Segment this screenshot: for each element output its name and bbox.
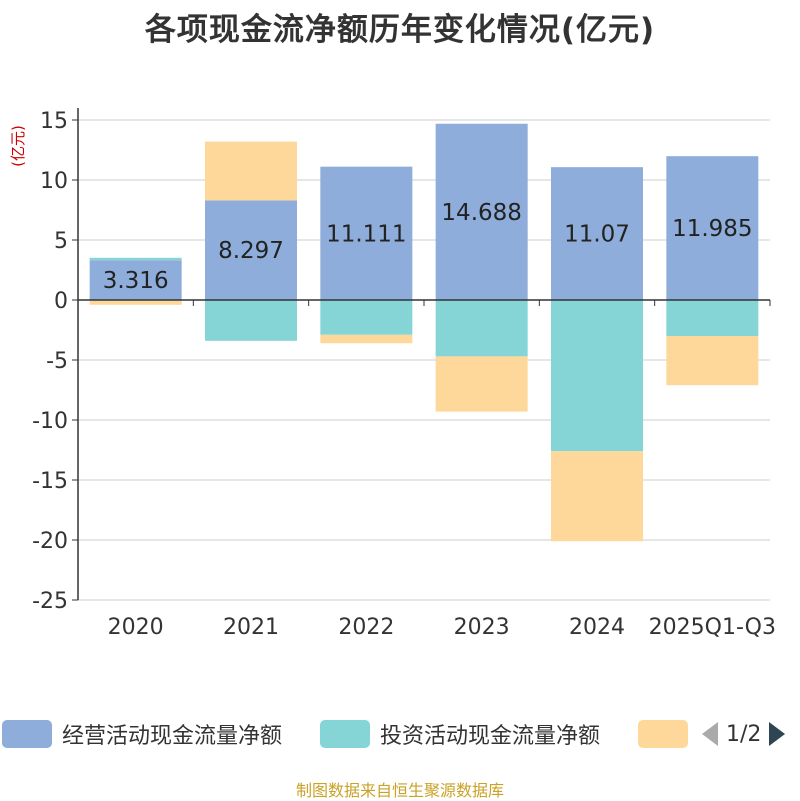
chart-title: 各项现金流净额历年变化情况(亿元)	[144, 12, 656, 48]
bar-2022-series-0[interactable]	[320, 166, 413, 300]
pager-page-indicator: 1/2	[726, 721, 762, 747]
bar-2023-series-1[interactable]	[435, 300, 528, 357]
x-tick-label: 2021	[223, 615, 279, 640]
y-tick-label: 10	[40, 169, 68, 194]
legend-swatch-investing	[320, 720, 370, 748]
data-label-2025Q1-Q3: 11.985	[672, 216, 752, 242]
x-tick-label: 2022	[338, 615, 394, 640]
bar-2022-series-1[interactable]	[320, 300, 413, 335]
bar-2020-series-1[interactable]	[89, 257, 182, 261]
y-tick-label: -25	[32, 589, 68, 614]
data-label-2023: 14.688	[441, 200, 521, 226]
legend-item-financing[interactable]	[638, 712, 698, 756]
axes: 15 10 5 0 -5 -10 -15 -20 -25 2020 2021 2022 2023 2024…	[32, 108, 776, 640]
bar-2023-series-2[interactable]	[435, 356, 528, 412]
bar-2024-series-0[interactable]	[551, 167, 643, 300]
bar-2020-series-2[interactable]	[89, 300, 182, 305]
legend-swatch-operating	[2, 720, 52, 748]
y-tick-label: 0	[54, 289, 68, 314]
grid-lines	[78, 119, 770, 601]
data-label-2022: 11.111	[326, 221, 406, 247]
legend-label-operating: 经营活动现金流量净额	[62, 724, 283, 749]
chart-area: 15 10 5 0 -5 -10 -15 -20 -25 2020 2021 2022 2023 2024…	[9, 108, 776, 640]
legend-swatch-financing	[638, 720, 688, 748]
data-label-2024: 11.07	[564, 222, 630, 248]
pager-next-icon[interactable]	[767, 720, 787, 748]
bar-2021-series-2[interactable]	[205, 141, 297, 201]
legend-item-investing[interactable]: 投资活动现金流量净额	[320, 712, 600, 756]
bar-2025Q1-Q3-series-2[interactable]	[666, 336, 759, 386]
bar-2020-series-0[interactable]	[89, 260, 182, 300]
pager-prev-icon[interactable]	[700, 720, 720, 748]
x-tick-label: 2024	[569, 615, 625, 640]
x-tick-label: 2025Q1-Q3	[649, 615, 776, 640]
bar-2021-series-0[interactable]	[205, 200, 297, 300]
y-tick-label: -15	[32, 469, 68, 494]
y-axis-label: (亿元)	[9, 125, 27, 167]
bar-2025Q1-Q3-series-1[interactable]	[666, 300, 759, 336]
y-tick-label: -5	[46, 349, 68, 374]
data-label-2021: 8.297	[218, 238, 284, 264]
source-note: 制图数据来自恒生聚源数据库	[295, 781, 504, 800]
bar-2022-series-2[interactable]	[320, 334, 413, 344]
bar-2024-series-2[interactable]	[551, 451, 643, 542]
x-tick-label: 2023	[454, 615, 510, 640]
data-label-2020: 3.316	[103, 268, 169, 294]
y-tick-label: -10	[32, 409, 68, 434]
bars	[89, 123, 759, 542]
legend: 经营活动现金流量净额 投资活动现金流量净额 1/2	[0, 712, 800, 756]
bar-2025Q1-Q3-series-0[interactable]	[666, 156, 759, 300]
y-tick-label: 5	[54, 229, 68, 254]
legend-label-investing: 投资活动现金流量净额	[380, 724, 601, 749]
legend-item-operating[interactable]: 经营活动现金流量净额	[2, 712, 282, 756]
bar-2024-series-1[interactable]	[551, 300, 643, 452]
y-tick-label: 15	[40, 109, 68, 134]
data-labels: 3.316 8.297 11.111 14.688 11.07 11.985	[103, 200, 753, 294]
legend-pager: 1/2	[700, 712, 787, 756]
x-tick-label: 2020	[108, 615, 164, 640]
bar-2023-series-0[interactable]	[435, 123, 528, 300]
y-tick-label: -20	[32, 529, 68, 554]
bar-2021-series-1[interactable]	[205, 300, 297, 341]
